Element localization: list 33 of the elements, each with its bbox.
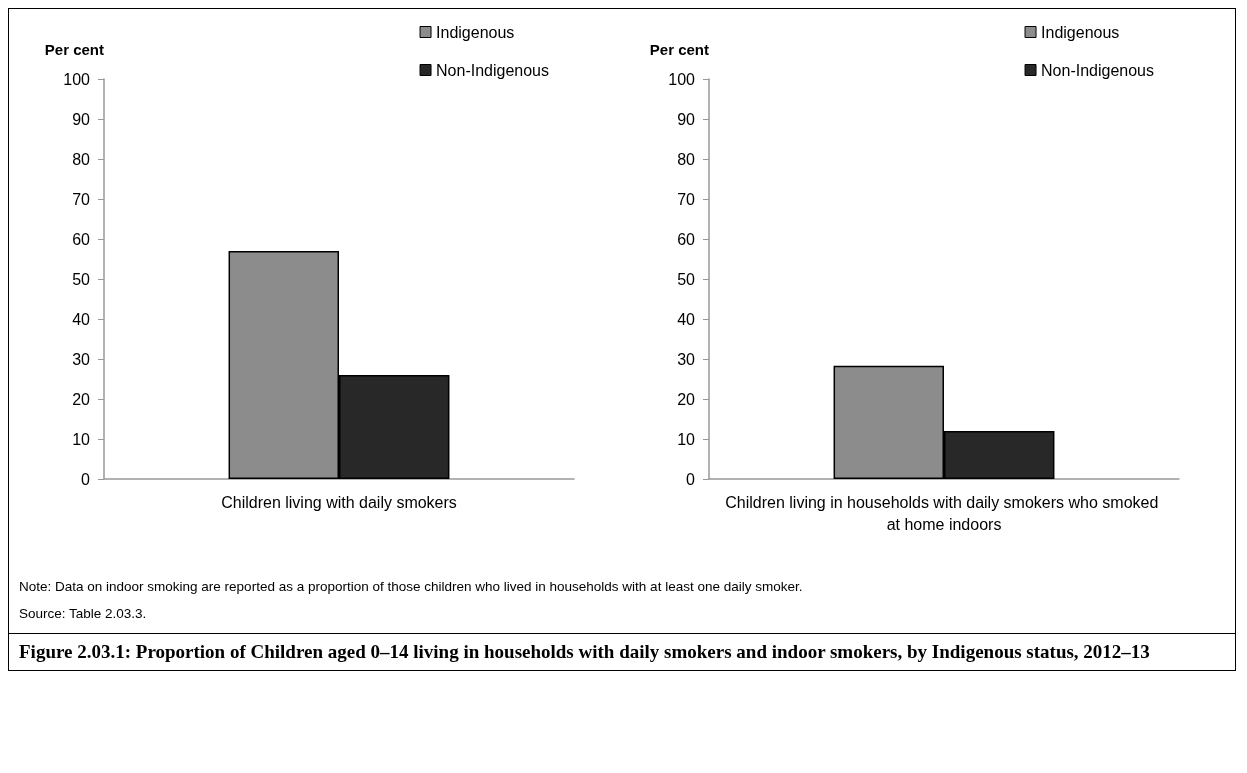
legend-label: Indigenous xyxy=(1041,23,1120,41)
legend-label: Indigenous xyxy=(436,23,515,41)
y-tick-label: 60 xyxy=(677,230,696,248)
y-tick-label: 80 xyxy=(677,150,696,168)
source-note: Source: Table 2.03.3. xyxy=(19,606,148,621)
y-axis-title: Per cent xyxy=(649,41,709,58)
y-tick-label: 30 xyxy=(72,350,91,368)
y-tick-label: 50 xyxy=(72,270,91,288)
x-tick-label: Children living in households with daily smokers who smoked at home indoors xyxy=(725,493,1163,533)
y-tick-label: 60 xyxy=(72,230,91,248)
y-tick-label: 90 xyxy=(72,110,91,128)
y-tick-label: 80 xyxy=(72,150,91,168)
text: Figure 2.03.1: Proportion of Children aged 0–14 living in households with daily smokers and indoor smokers, by Indigenous status, 2012–13 xyxy=(19,640,1151,664)
y-tick-label: 20 xyxy=(677,390,696,408)
y-tick-label: 100 xyxy=(63,70,91,88)
text: Note: Data on indoor smoking are reported as a proportion of those children who lived in households with at least one daily smoker. xyxy=(19,579,804,594)
y-tick-label: 100 xyxy=(668,70,696,88)
y-tick-label: 10 xyxy=(677,430,696,448)
y-tick-label: 40 xyxy=(72,310,91,328)
legend-label: Non-Indigenous xyxy=(436,61,549,79)
y-tick-label: 10 xyxy=(72,430,91,448)
y-tick-label: 70 xyxy=(677,190,696,208)
y-tick-label: 30 xyxy=(677,350,696,368)
y-tick-label: 50 xyxy=(677,270,696,288)
y-axis-title: Per cent xyxy=(44,41,104,58)
y-tick-label: 90 xyxy=(677,110,696,128)
y-tick-label: 0 xyxy=(81,470,91,488)
y-tick-label: 0 xyxy=(686,470,696,488)
x-tick-label: Children living with daily smokers xyxy=(221,493,457,511)
y-tick-label: 40 xyxy=(677,310,696,328)
y-tick-label: 70 xyxy=(72,190,91,208)
legend-label: Non-Indigenous xyxy=(1041,61,1154,79)
y-tick-label: 20 xyxy=(72,390,91,408)
